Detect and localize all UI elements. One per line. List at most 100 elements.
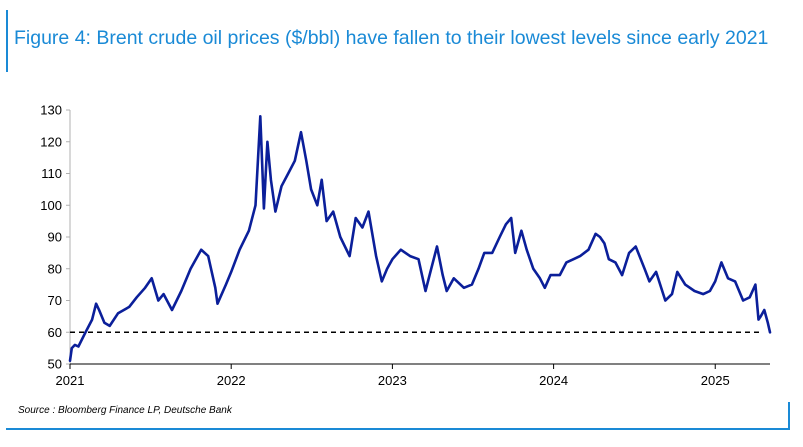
data-point	[270, 179, 272, 181]
y-axis-ticks: 50 60 70 80 90 100 110 120 130	[40, 103, 70, 372]
data-point	[238, 248, 241, 251]
data-point	[727, 277, 729, 280]
data-point	[559, 274, 561, 276]
data-point	[702, 293, 705, 295]
data-point	[754, 283, 757, 286]
data-point	[180, 290, 183, 292]
data-point	[254, 204, 257, 207]
data-point	[664, 299, 667, 302]
data-point	[510, 217, 512, 219]
data-point	[71, 347, 73, 349]
data-point	[162, 293, 165, 295]
series-line-brent	[68, 115, 772, 363]
data-point	[477, 268, 480, 270]
data-point	[135, 296, 138, 299]
data-point	[367, 210, 370, 213]
data-point	[608, 258, 610, 261]
data-point	[643, 268, 646, 270]
data-point	[108, 325, 111, 327]
y-tick-label: 100	[40, 198, 62, 213]
title-accent-bar	[6, 10, 8, 72]
frame-right-rule	[788, 402, 790, 430]
data-point	[769, 331, 771, 334]
y-tick-label: 90	[48, 230, 62, 245]
data-point	[316, 204, 319, 207]
data-point	[614, 261, 617, 264]
y-tick-label: 60	[48, 325, 62, 340]
data-point	[69, 360, 71, 362]
data-point	[720, 261, 723, 264]
data-point	[655, 271, 657, 273]
data-point	[225, 283, 227, 286]
data-point	[463, 287, 465, 289]
data-point	[348, 255, 351, 257]
data-point	[287, 172, 290, 175]
data-point	[259, 115, 262, 118]
data-point	[539, 277, 541, 280]
y-tick-label: 110	[41, 166, 62, 181]
data-point	[734, 280, 736, 283]
data-point	[91, 318, 93, 321]
data-point	[742, 299, 744, 302]
data-point	[676, 271, 679, 273]
y-tick-label: 50	[48, 357, 62, 372]
data-point	[263, 207, 265, 210]
data-point	[693, 290, 696, 292]
data-point	[424, 290, 427, 292]
y-tick-label: 130	[40, 103, 62, 118]
data-point	[429, 271, 432, 273]
data-point	[599, 236, 601, 238]
data-point	[354, 217, 357, 219]
data-point	[445, 290, 448, 292]
data-point	[144, 287, 146, 289]
data-point	[77, 345, 80, 348]
y-tick-label: 120	[40, 134, 62, 149]
data-point	[386, 268, 388, 270]
data-point	[471, 283, 473, 286]
data-point	[300, 131, 302, 133]
data-point	[214, 287, 217, 289]
data-point	[98, 309, 100, 311]
x-tick-label: 2023	[378, 373, 407, 388]
data-point	[436, 245, 438, 248]
data-point	[628, 252, 630, 254]
data-point	[391, 258, 394, 261]
data-point	[441, 274, 444, 276]
data-point	[230, 271, 232, 273]
data-point	[767, 321, 769, 324]
data-point	[103, 321, 106, 324]
data-point	[514, 252, 516, 254]
data-point	[714, 280, 716, 283]
data-point	[189, 268, 192, 270]
data-point	[709, 290, 711, 292]
data-point	[684, 283, 686, 286]
data-point	[757, 318, 760, 321]
data-point	[266, 141, 269, 143]
data-point	[505, 223, 507, 226]
data-point	[150, 277, 153, 280]
data-point	[305, 160, 308, 162]
data-point	[525, 248, 528, 251]
data-point	[400, 248, 402, 251]
data-point	[339, 236, 342, 238]
data-point	[361, 226, 364, 229]
data-point	[200, 248, 202, 251]
x-tick-label: 2022	[217, 373, 246, 388]
data-point	[453, 277, 455, 280]
x-tick-label: 2025	[701, 373, 730, 388]
data-point	[594, 233, 597, 235]
data-point	[207, 255, 209, 257]
data-point	[763, 309, 766, 311]
y-tick-label: 70	[48, 293, 62, 308]
x-tick-label: 2021	[56, 373, 85, 388]
data-point	[648, 280, 651, 283]
data-point	[320, 179, 323, 181]
line-chart: 50 60 70 80 90 100 110 120 130 2021 2022 2023 2024 2…	[40, 103, 772, 388]
data-point	[520, 229, 523, 232]
data-point	[417, 258, 420, 261]
x-tick-label: 2024	[539, 373, 568, 388]
data-point	[483, 252, 486, 254]
series-layer	[68, 115, 772, 363]
data-point	[128, 306, 130, 308]
y-tick-label: 80	[48, 261, 62, 276]
